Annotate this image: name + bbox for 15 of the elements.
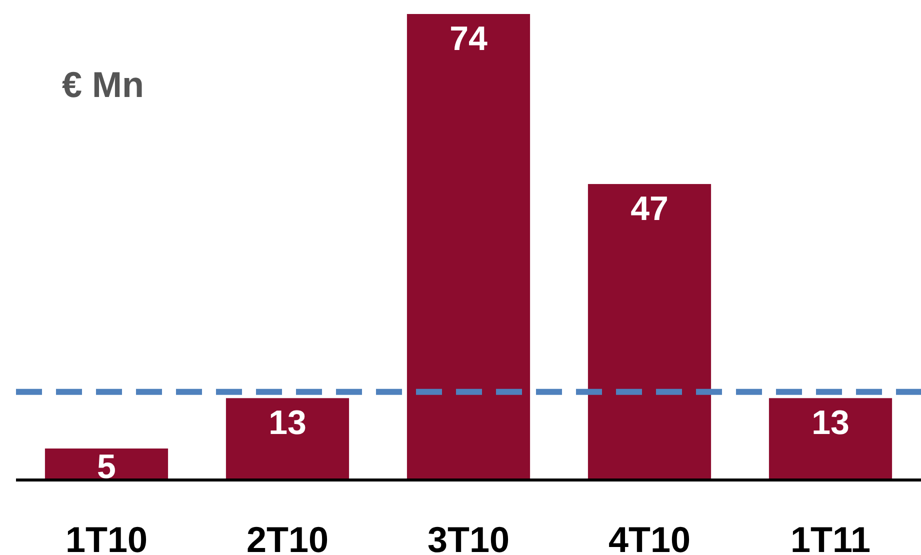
x-tick-label: 1T10 xyxy=(65,519,148,555)
x-tick-label: 4T10 xyxy=(608,519,691,555)
bar xyxy=(406,14,530,480)
data-label: 13 xyxy=(268,404,306,442)
bar xyxy=(226,398,350,480)
bar xyxy=(588,184,712,480)
x-tick-label: 1T11 xyxy=(790,519,871,555)
data-label: 13 xyxy=(812,404,850,442)
x-tick-label: 2T10 xyxy=(246,519,329,555)
bar xyxy=(768,398,892,480)
x-tick-label: 3T10 xyxy=(427,519,510,555)
data-label: 74 xyxy=(450,20,488,58)
data-label: 47 xyxy=(630,190,668,228)
y-axis-title: € Mn xyxy=(62,64,144,105)
data-label: 5 xyxy=(97,448,116,486)
